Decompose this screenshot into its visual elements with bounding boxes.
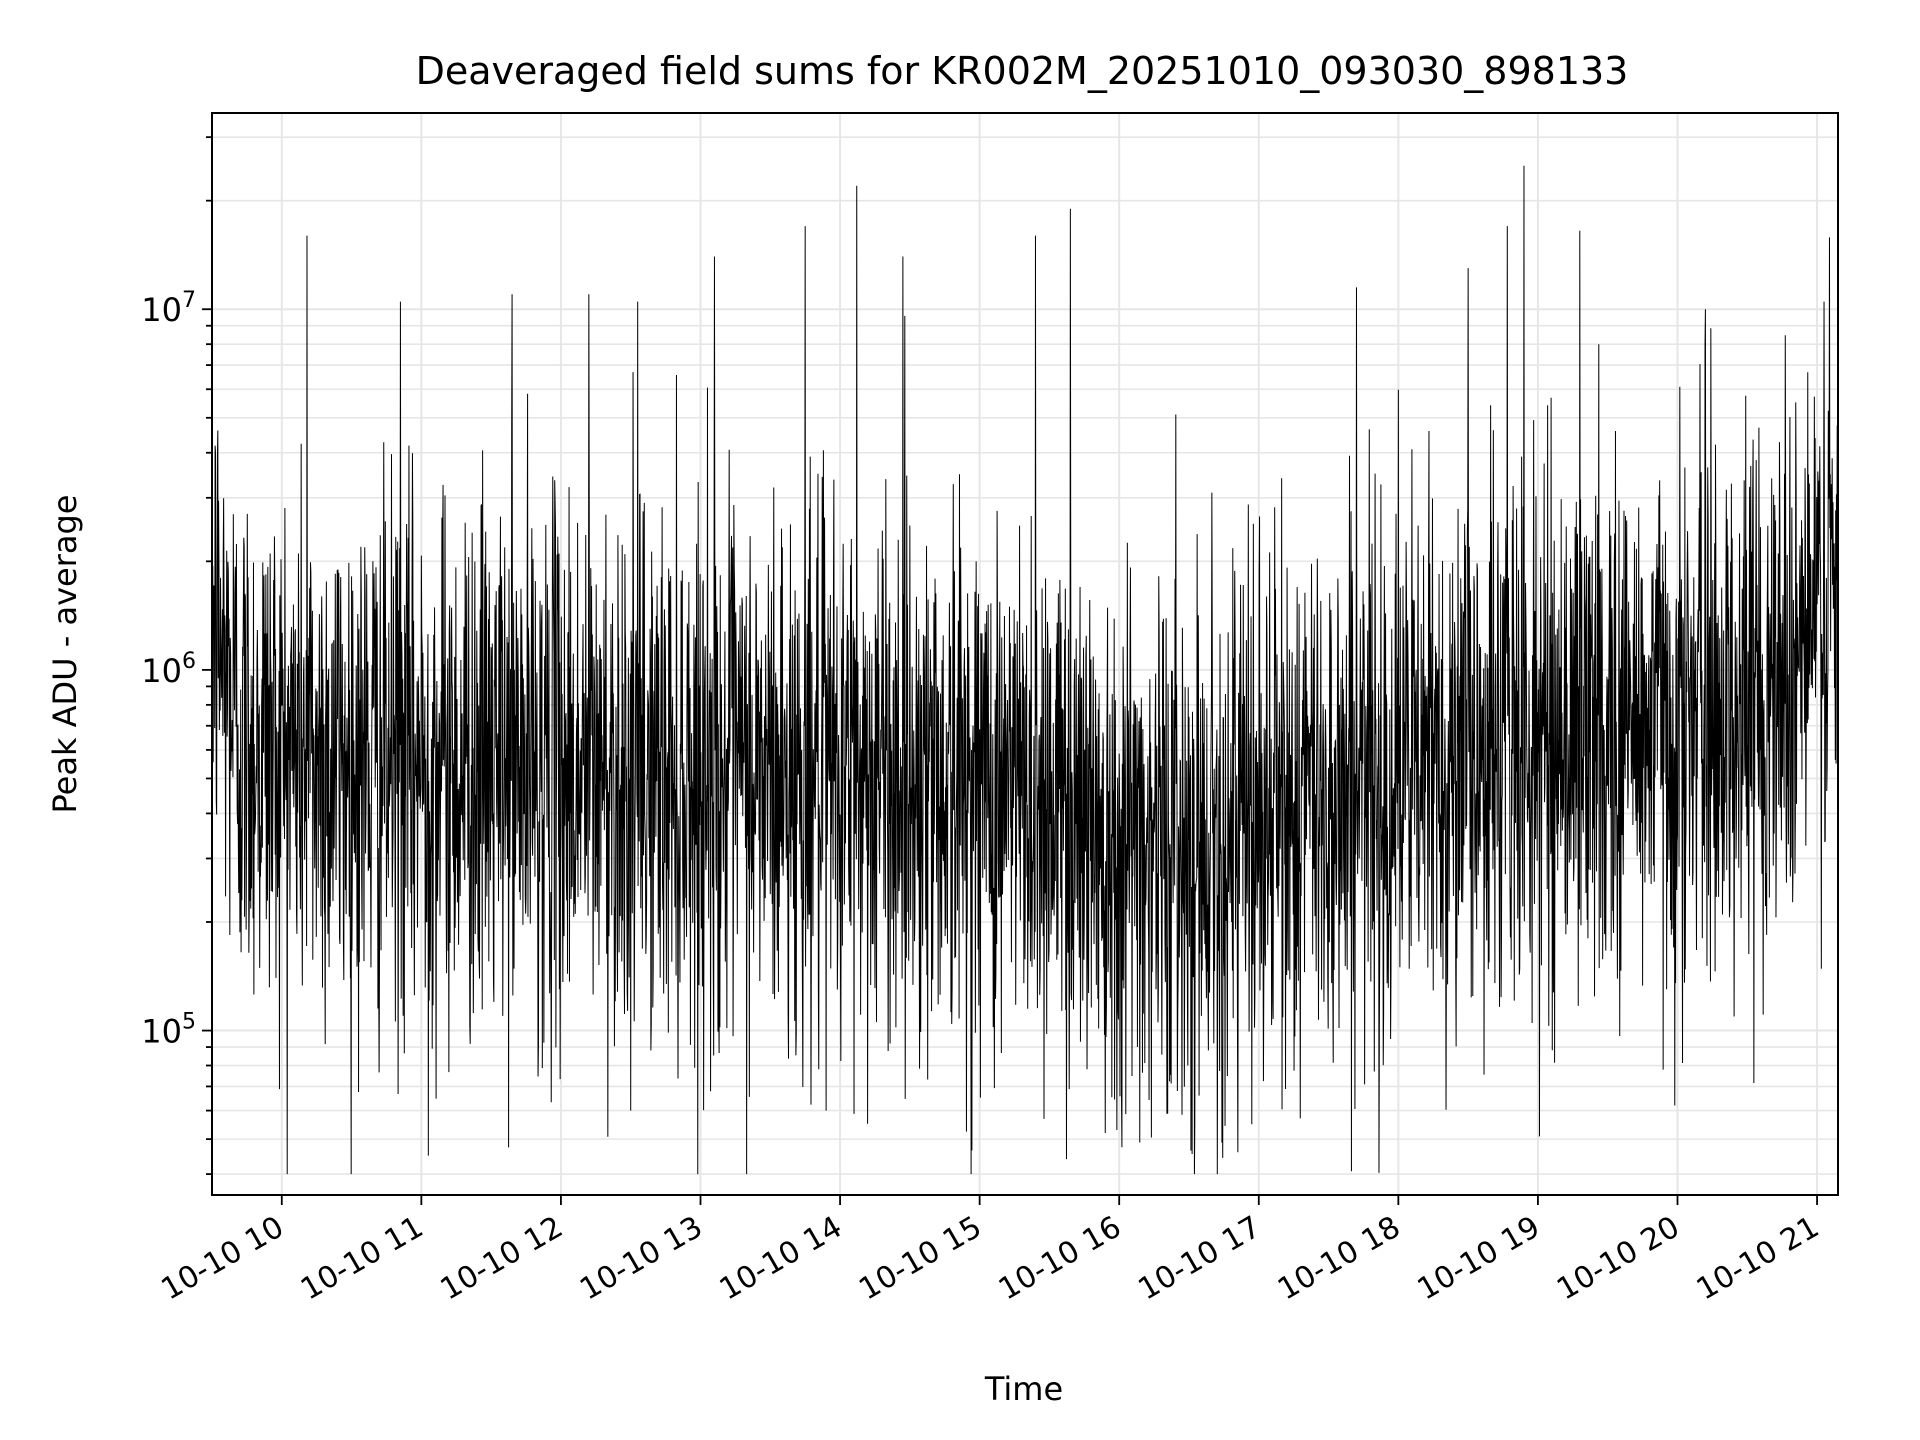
y-tick-label: 107 <box>141 288 196 329</box>
plot-area-frame <box>211 112 1839 1196</box>
y-axis-label: Peak ADU - average <box>46 495 84 814</box>
y-tick-label: 106 <box>141 649 196 690</box>
data-line-peak-adu <box>212 165 1838 1175</box>
x-axis-label: Time <box>984 1370 1063 1408</box>
series-peak-adu <box>212 165 1838 1175</box>
y-tick-label: 105 <box>141 1010 196 1051</box>
chart-title: Deaveraged field sums for KR002M_2025101… <box>416 49 1629 93</box>
